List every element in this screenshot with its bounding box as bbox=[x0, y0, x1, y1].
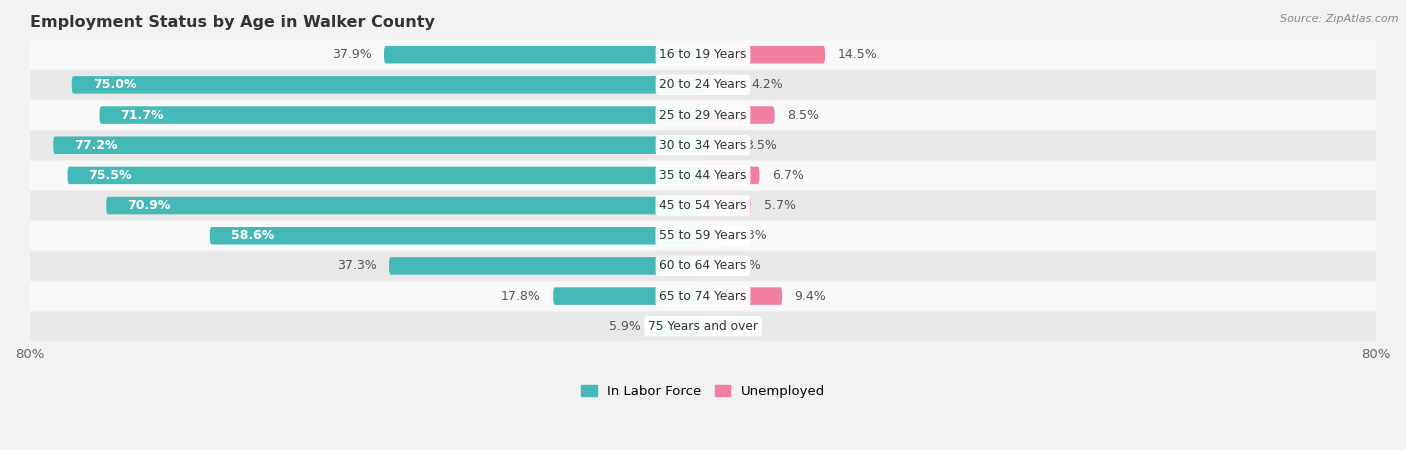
FancyBboxPatch shape bbox=[703, 106, 775, 124]
FancyBboxPatch shape bbox=[21, 70, 1385, 99]
Text: 6.7%: 6.7% bbox=[772, 169, 804, 182]
Text: 75 Years and over: 75 Years and over bbox=[648, 320, 758, 333]
FancyBboxPatch shape bbox=[21, 131, 1385, 160]
Text: 3.5%: 3.5% bbox=[745, 139, 778, 152]
Text: 45 to 54 Years: 45 to 54 Years bbox=[659, 199, 747, 212]
FancyBboxPatch shape bbox=[553, 288, 703, 305]
FancyBboxPatch shape bbox=[21, 312, 1385, 341]
Text: 1.7%: 1.7% bbox=[730, 259, 762, 272]
Text: 35 to 44 Years: 35 to 44 Years bbox=[659, 169, 747, 182]
FancyBboxPatch shape bbox=[389, 257, 703, 274]
Text: 9.4%: 9.4% bbox=[794, 290, 827, 302]
FancyBboxPatch shape bbox=[703, 166, 759, 184]
FancyBboxPatch shape bbox=[703, 76, 738, 94]
Text: Source: ZipAtlas.com: Source: ZipAtlas.com bbox=[1281, 14, 1399, 23]
Text: 5.7%: 5.7% bbox=[763, 199, 796, 212]
Text: 77.2%: 77.2% bbox=[75, 139, 118, 152]
Text: 16 to 19 Years: 16 to 19 Years bbox=[659, 48, 747, 61]
Text: 75.5%: 75.5% bbox=[89, 169, 132, 182]
FancyBboxPatch shape bbox=[703, 136, 733, 154]
Text: 5.9%: 5.9% bbox=[609, 320, 641, 333]
FancyBboxPatch shape bbox=[21, 161, 1385, 190]
Text: 25 to 29 Years: 25 to 29 Years bbox=[659, 108, 747, 122]
FancyBboxPatch shape bbox=[703, 46, 825, 63]
Text: 60 to 64 Years: 60 to 64 Years bbox=[659, 259, 747, 272]
FancyBboxPatch shape bbox=[21, 100, 1385, 130]
Text: 17.8%: 17.8% bbox=[501, 290, 540, 302]
FancyBboxPatch shape bbox=[21, 40, 1385, 69]
FancyBboxPatch shape bbox=[654, 318, 703, 335]
Text: 58.6%: 58.6% bbox=[231, 229, 274, 242]
FancyBboxPatch shape bbox=[21, 221, 1385, 250]
Text: 20 to 24 Years: 20 to 24 Years bbox=[659, 78, 747, 91]
Text: 8.5%: 8.5% bbox=[787, 108, 820, 122]
FancyBboxPatch shape bbox=[53, 136, 703, 154]
FancyBboxPatch shape bbox=[100, 106, 703, 124]
FancyBboxPatch shape bbox=[21, 252, 1385, 280]
Text: 71.7%: 71.7% bbox=[121, 108, 165, 122]
FancyBboxPatch shape bbox=[703, 197, 751, 214]
Text: 2.3%: 2.3% bbox=[735, 229, 766, 242]
Text: 4.2%: 4.2% bbox=[751, 78, 783, 91]
FancyBboxPatch shape bbox=[72, 76, 703, 94]
FancyBboxPatch shape bbox=[703, 288, 782, 305]
FancyBboxPatch shape bbox=[21, 191, 1385, 220]
Legend: In Labor Force, Unemployed: In Labor Force, Unemployed bbox=[575, 380, 831, 403]
Text: 70.9%: 70.9% bbox=[128, 199, 170, 212]
Text: 37.3%: 37.3% bbox=[336, 259, 377, 272]
FancyBboxPatch shape bbox=[209, 227, 703, 244]
FancyBboxPatch shape bbox=[67, 166, 703, 184]
Text: 30 to 34 Years: 30 to 34 Years bbox=[659, 139, 747, 152]
Text: 65 to 74 Years: 65 to 74 Years bbox=[659, 290, 747, 302]
Text: 37.9%: 37.9% bbox=[332, 48, 371, 61]
Text: Employment Status by Age in Walker County: Employment Status by Age in Walker Count… bbox=[30, 15, 434, 30]
Text: 55 to 59 Years: 55 to 59 Years bbox=[659, 229, 747, 242]
FancyBboxPatch shape bbox=[703, 227, 723, 244]
Text: 0.0%: 0.0% bbox=[716, 320, 748, 333]
FancyBboxPatch shape bbox=[384, 46, 703, 63]
FancyBboxPatch shape bbox=[107, 197, 703, 214]
Text: 75.0%: 75.0% bbox=[93, 78, 136, 91]
Text: 14.5%: 14.5% bbox=[838, 48, 877, 61]
FancyBboxPatch shape bbox=[703, 257, 717, 274]
FancyBboxPatch shape bbox=[21, 282, 1385, 310]
